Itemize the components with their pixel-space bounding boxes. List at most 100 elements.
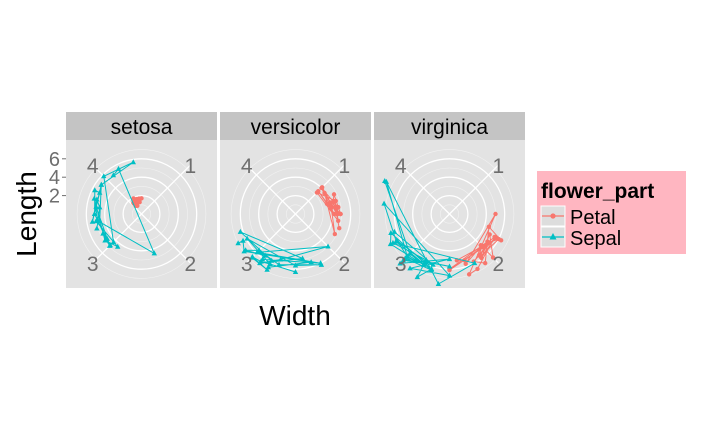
strip-background <box>66 112 217 140</box>
y-tick-label: 6 <box>49 149 60 171</box>
data-point <box>278 256 284 262</box>
data-point <box>276 261 282 267</box>
theta-tick-label: 1 <box>338 155 350 178</box>
data-point <box>98 181 105 187</box>
data-point <box>446 256 453 262</box>
data-point <box>407 265 413 271</box>
data-point <box>482 260 488 266</box>
data-point <box>478 243 483 248</box>
grid-minor-ring <box>267 186 324 242</box>
data-point <box>325 243 331 249</box>
strip-label-setosa: setosa <box>111 116 173 139</box>
data-point <box>475 266 480 272</box>
y-axis: Length 246 <box>11 149 66 257</box>
grid-spoke <box>400 164 450 215</box>
theta-tick-label: 3 <box>395 253 407 276</box>
series-petal-versicolor <box>314 185 343 237</box>
data-point <box>151 250 157 256</box>
data-point <box>237 228 244 234</box>
data-point <box>381 200 387 206</box>
panel-plot-area <box>381 149 515 286</box>
data-point <box>333 205 338 210</box>
data-point <box>115 165 122 171</box>
data-point <box>334 211 340 217</box>
series-petal-setosa <box>131 196 144 209</box>
data-point <box>463 261 468 267</box>
data-point <box>331 192 337 197</box>
theta-tick-label: 4 <box>395 155 407 178</box>
data-point <box>322 190 327 196</box>
series-sepal-versicolor <box>235 228 331 274</box>
grid-major-ring <box>276 194 315 234</box>
data-point <box>299 255 306 261</box>
data-point <box>92 187 98 193</box>
series-sepal-setosa <box>89 159 157 256</box>
data-point <box>466 272 472 277</box>
legend-title: flower_part <box>541 180 654 203</box>
data-point <box>102 237 108 243</box>
data-point <box>249 254 255 260</box>
grid-minor-ring <box>439 204 459 224</box>
data-point <box>414 274 421 280</box>
grid-spoke <box>295 164 345 215</box>
data-point <box>94 225 100 231</box>
data-point <box>95 217 101 223</box>
legend: flower_part Petal Sepal <box>537 171 686 254</box>
grid-major-ring <box>430 194 469 234</box>
panel-setosa: setosa 1 2 3 4 <box>66 112 217 288</box>
data-point <box>264 266 270 272</box>
data-point <box>332 231 338 237</box>
data-point <box>387 241 394 247</box>
grid-spoke <box>92 213 142 264</box>
panel-plot-area <box>76 149 207 279</box>
grid-minor-ring <box>285 204 305 224</box>
theta-tick-label: 4 <box>241 155 253 178</box>
data-point <box>96 189 103 195</box>
data-point <box>486 240 492 245</box>
data-point <box>262 252 268 258</box>
series-sepal-virginica <box>381 178 478 286</box>
grid-spoke <box>295 213 345 264</box>
data-point <box>412 257 419 263</box>
data-point <box>446 263 453 269</box>
strip-label-versicolor: versicolor <box>251 116 341 139</box>
grid-minor-ring <box>384 149 515 279</box>
data-point <box>93 203 99 209</box>
grid-major-ring <box>122 194 161 234</box>
data-point <box>235 240 241 246</box>
data-point <box>267 261 273 267</box>
grid-minor-ring <box>230 149 361 279</box>
grid-spoke <box>141 213 191 264</box>
data-point <box>242 247 249 253</box>
data-point <box>471 260 478 266</box>
grid-spoke <box>246 164 296 215</box>
data-point <box>446 272 453 278</box>
data-point <box>397 260 403 266</box>
data-point <box>493 211 498 217</box>
data-point <box>394 237 400 243</box>
y-tick-label: 4 <box>49 167 60 189</box>
data-point <box>430 261 436 267</box>
data-point <box>490 255 496 260</box>
strip-label-virginica: virginica <box>411 116 488 139</box>
grid-major-ring <box>85 158 198 270</box>
data-point <box>292 262 299 268</box>
theta-tick-label: 3 <box>87 253 99 276</box>
data-point <box>268 257 275 263</box>
theta-tick-label: 1 <box>492 155 504 178</box>
data-point <box>292 268 299 274</box>
data-point <box>330 199 336 204</box>
data-point <box>391 228 398 234</box>
data-point <box>110 238 117 244</box>
data-point <box>404 253 410 259</box>
data-point <box>240 237 246 243</box>
data-point <box>107 242 113 248</box>
data-point <box>492 234 497 240</box>
data-point <box>130 159 136 165</box>
panel-plot-area <box>230 149 361 279</box>
data-point <box>94 196 100 202</box>
data-point <box>324 201 330 206</box>
data-point <box>428 266 435 272</box>
